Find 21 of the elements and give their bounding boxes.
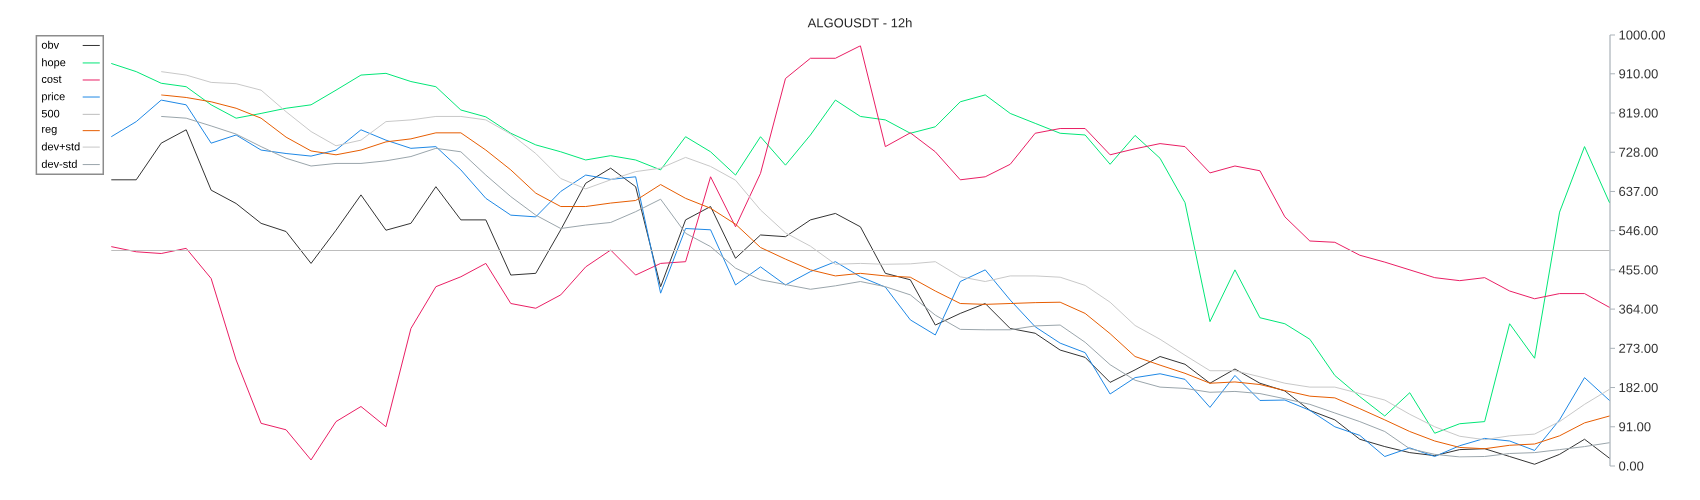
legend-label: price xyxy=(42,92,65,103)
y-tick-label: 273.00 xyxy=(1619,343,1658,353)
y-tick-label: 0.00 xyxy=(1619,461,1644,471)
legend-label: dev-std xyxy=(41,159,77,168)
legend-label: dev+std xyxy=(41,142,80,151)
y-tick-label: 546.00 xyxy=(1619,226,1658,236)
y-tick-label: 637.00 xyxy=(1619,186,1658,197)
y-tick-label: 1000.00 xyxy=(1619,30,1666,40)
legend-label: 500 xyxy=(41,109,60,118)
y-tick-label: 728.00 xyxy=(1619,147,1658,157)
legend-label: cost xyxy=(41,75,62,83)
y-tick-label: 819.00 xyxy=(1619,108,1658,118)
y-tick-label: 182.00 xyxy=(1619,382,1658,393)
y-tick-label: 910.00 xyxy=(1619,69,1658,79)
y-tick-label: 91.00 xyxy=(1619,422,1651,432)
y-tick-label: 364.00 xyxy=(1619,304,1658,314)
legend-label: obv xyxy=(41,40,60,49)
legend-label: reg xyxy=(42,126,57,136)
legend-label: hope xyxy=(42,58,66,69)
y-tick-label: 455.00 xyxy=(1618,265,1658,275)
chart-title: ALGOUSDT - 12h xyxy=(807,17,912,28)
